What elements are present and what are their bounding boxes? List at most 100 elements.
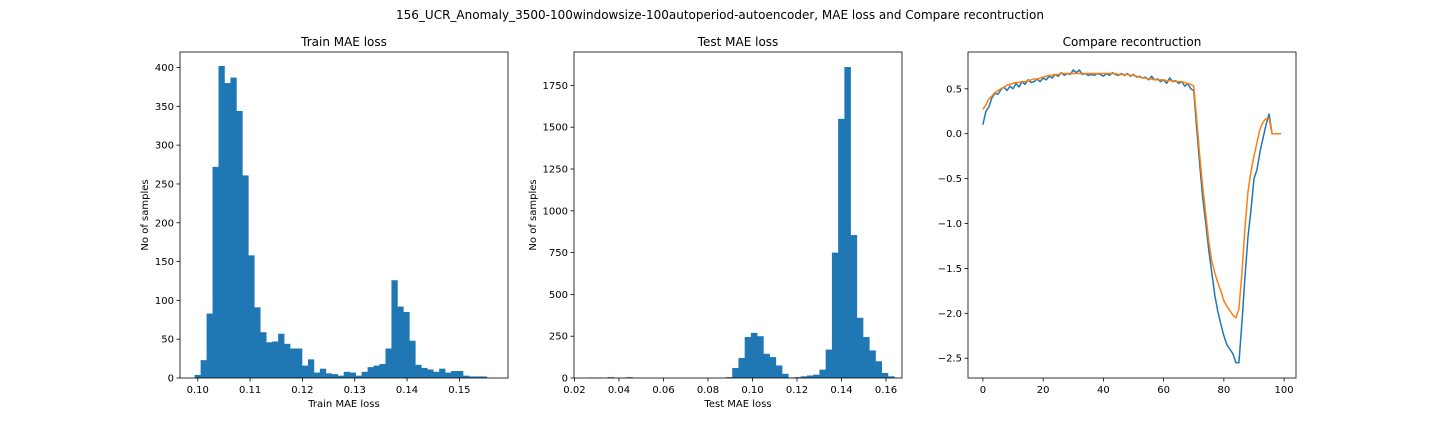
train-histogram-bar bbox=[230, 77, 237, 379]
test-histogram-bar bbox=[887, 376, 895, 378]
test-histogram-bar bbox=[863, 337, 870, 378]
train-histogram-xtick-label: 0.11 bbox=[239, 385, 261, 396]
reconstruction-chart-title: Compare recontruction bbox=[1063, 35, 1202, 49]
test-histogram-ytick-label: 1000 bbox=[543, 206, 568, 217]
test-histogram-bar bbox=[819, 369, 826, 378]
train-histogram-bar bbox=[391, 280, 398, 378]
train-histogram-ytick-label: 300 bbox=[155, 141, 174, 152]
reconstruction-xtick-label: 60 bbox=[1157, 385, 1170, 396]
train-histogram-xtick-label: 0.13 bbox=[344, 385, 366, 396]
reconstruction-ytick-label: −2.0 bbox=[938, 309, 962, 320]
train-histogram-bar bbox=[218, 65, 225, 378]
test-histogram-bar bbox=[763, 353, 770, 378]
test-histogram-title: Test MAE loss bbox=[697, 35, 779, 49]
train-histogram-bar bbox=[397, 306, 404, 378]
reconstruction-ytick-label: 0.0 bbox=[946, 129, 962, 140]
test-histogram-bar bbox=[825, 349, 833, 378]
train-histogram-bar bbox=[194, 374, 201, 378]
test-histogram-ytick-label: 1500 bbox=[543, 123, 568, 134]
train-histogram-bar bbox=[242, 175, 249, 378]
test-histogram-bar bbox=[831, 252, 839, 378]
train-histogram-bar bbox=[409, 340, 416, 378]
test-histogram-ylabel: No of samples bbox=[528, 179, 539, 250]
test-histogram-ytick-label: 1250 bbox=[543, 165, 568, 176]
train-histogram-bar bbox=[284, 343, 291, 378]
test-histogram-xtick-label: 0.14 bbox=[830, 385, 852, 396]
test-histogram-bar bbox=[856, 317, 864, 378]
train-histogram-bar bbox=[445, 372, 452, 378]
train-histogram-bar bbox=[319, 368, 327, 378]
test-histogram-bar bbox=[800, 376, 808, 378]
train-histogram-bar bbox=[361, 371, 368, 378]
train-histogram-bar bbox=[474, 376, 482, 378]
train-histogram-bar bbox=[248, 255, 255, 378]
train-histogram-title: Train MAE loss bbox=[300, 35, 387, 49]
test-histogram-bar bbox=[626, 377, 633, 378]
reconstruction-ytick-label: −1.0 bbox=[938, 219, 962, 230]
train-histogram-bar bbox=[236, 110, 243, 379]
train-histogram-bar bbox=[290, 348, 297, 378]
test-histogram-bar bbox=[769, 357, 777, 378]
reconstruction-xtick-label: 0 bbox=[980, 385, 986, 396]
train-histogram-ytick-label: 150 bbox=[155, 257, 174, 268]
train-histogram-bars bbox=[194, 65, 488, 379]
train-histogram-bar bbox=[439, 368, 446, 378]
reconstruction-ytick-label: −1.5 bbox=[938, 264, 962, 275]
train-mae-histogram: Train MAE loss 0.10 0.11 0.12 0.13 0.14 0.150… bbox=[140, 35, 509, 410]
test-mae-histogram: Test MAE loss 0.02 0.04 0.06 0.08 0.10 0.12 0.… bbox=[528, 35, 903, 410]
test-histogram-bar bbox=[725, 377, 733, 378]
train-histogram-bar bbox=[433, 371, 440, 378]
test-histogram-xtick-label: 0.02 bbox=[563, 385, 585, 396]
train-histogram-bar bbox=[266, 342, 273, 378]
reconstruction-xtick-label: 20 bbox=[1037, 385, 1050, 396]
test-histogram-ytick-label: 0 bbox=[562, 374, 568, 385]
test-histogram-bar bbox=[775, 365, 783, 378]
train-histogram-bar bbox=[480, 376, 488, 378]
train-histogram-bar bbox=[379, 364, 386, 378]
test-histogram-bar bbox=[732, 367, 739, 378]
test-histogram-bar bbox=[744, 337, 752, 378]
train-histogram-bar bbox=[415, 364, 422, 378]
test-histogram-ytick-label: 750 bbox=[549, 248, 568, 259]
train-histogram-bar bbox=[367, 367, 374, 378]
reconstruction-chart-frame bbox=[967, 51, 1297, 379]
train-histogram-bar bbox=[206, 313, 213, 378]
train-histogram-frame bbox=[179, 51, 509, 379]
reconstruction-xtick-label: 100 bbox=[1275, 385, 1294, 396]
train-histogram-bar bbox=[313, 372, 321, 378]
train-histogram-ylabel: No of samples bbox=[140, 179, 151, 250]
test-histogram-bar bbox=[850, 235, 858, 378]
train-histogram-bar bbox=[331, 374, 339, 378]
test-histogram-bar bbox=[782, 373, 789, 378]
train-histogram-bar bbox=[468, 376, 476, 378]
train-histogram-bar bbox=[355, 375, 362, 378]
reconstruction-series-line-2 bbox=[982, 72, 1282, 319]
train-histogram-bar bbox=[403, 312, 410, 378]
train-histogram-bar bbox=[337, 375, 345, 378]
train-histogram-bar bbox=[427, 369, 434, 378]
train-histogram-bar bbox=[343, 371, 350, 378]
reconstruction-ytick-label: −2.5 bbox=[938, 354, 962, 365]
test-histogram-frame bbox=[573, 51, 903, 379]
test-histogram-xtick-label: 0.10 bbox=[741, 385, 763, 396]
test-histogram-bar bbox=[757, 336, 764, 378]
train-histogram-bar bbox=[200, 360, 207, 378]
train-histogram-bar bbox=[463, 375, 470, 378]
reconstruction-lines bbox=[982, 69, 1282, 364]
test-histogram-bar bbox=[881, 372, 889, 378]
test-histogram-ytick-label: 500 bbox=[549, 290, 568, 301]
test-histogram-bar bbox=[794, 377, 802, 378]
test-histogram-bar bbox=[806, 375, 814, 378]
test-histogram-ticks: 0.02 0.04 0.06 0.08 0.10 0.12 0.14 0.16 0 250 500 7… bbox=[543, 81, 898, 396]
train-histogram-bar bbox=[212, 166, 219, 378]
figure-suptitle: 156_UCR_Anomaly_3500-100windowsize-100au… bbox=[396, 8, 1044, 22]
train-histogram-bar bbox=[451, 371, 458, 378]
reconstruction-ticks: 0 20 40 60 80 100 −2.5 −2.0 −1.5 −1.0 −0.5 0.0 0.5 bbox=[938, 84, 1294, 396]
train-histogram-bar bbox=[385, 348, 392, 378]
test-histogram-bar bbox=[844, 67, 851, 379]
test-histogram-bar bbox=[607, 377, 615, 378]
train-histogram-xtick-label: 0.15 bbox=[448, 385, 470, 396]
train-histogram-ytick-label: 200 bbox=[155, 218, 174, 229]
test-histogram-bar bbox=[813, 374, 820, 378]
